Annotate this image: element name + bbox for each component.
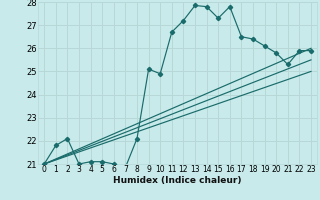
X-axis label: Humidex (Indice chaleur): Humidex (Indice chaleur) <box>113 176 242 185</box>
